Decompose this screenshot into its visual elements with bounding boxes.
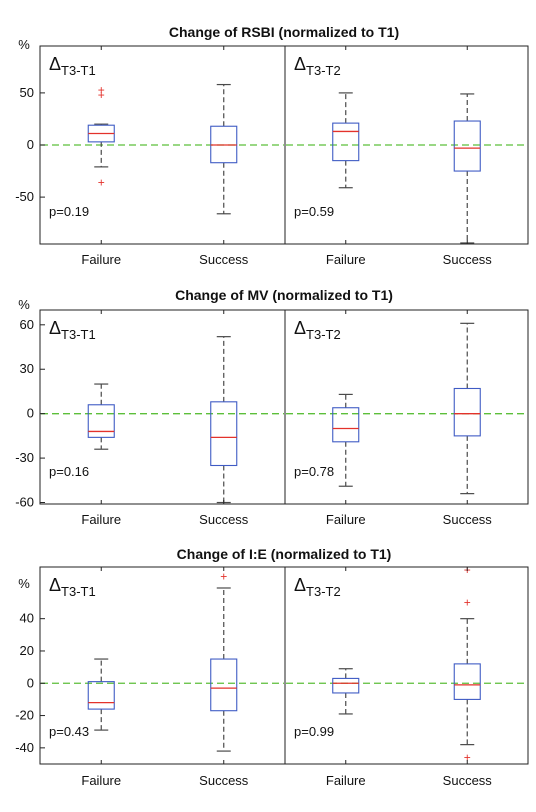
- y-tick-label: 30: [20, 361, 34, 376]
- p-value-label: p=0.59: [294, 204, 334, 219]
- y-tick-label: -60: [15, 495, 34, 510]
- y-tick-label: 0: [27, 406, 34, 421]
- box-iqr: [87, 404, 115, 438]
- panel-delta-label: ΔT3-T2: [294, 575, 341, 599]
- y-tick-label: 0: [27, 675, 34, 690]
- panel-delta-label: ΔT3-T1: [49, 54, 96, 78]
- box-iqr: [210, 401, 238, 467]
- box-iqr: [332, 407, 360, 443]
- y-tick-label: -30: [15, 450, 34, 465]
- panel-delta-label: ΔT3-T1: [49, 318, 96, 342]
- box-iqr: [332, 122, 360, 162]
- box-iqr: [210, 658, 238, 712]
- outlier-marker: +: [464, 751, 471, 765]
- panel-delta-label: ΔT3-T2: [294, 54, 341, 78]
- category-label: Failure: [326, 512, 366, 527]
- p-value-label: p=0.43: [49, 724, 89, 739]
- outlier-marker: +: [98, 88, 105, 102]
- chart-title: Change of MV (normalized to T1): [175, 287, 393, 303]
- plot-frame: [39, 566, 529, 765]
- y-axis-label: %: [18, 576, 30, 591]
- y-tick-label: 60: [20, 317, 34, 332]
- category-label: Success: [199, 773, 249, 788]
- category-label: Success: [199, 252, 249, 267]
- outlier-marker: +: [98, 83, 105, 97]
- y-axis-label: %: [18, 297, 30, 312]
- box-iqr: [332, 677, 360, 694]
- y-axis-label: %: [18, 37, 30, 52]
- panel-delta-label: ΔT3-T2: [294, 318, 341, 342]
- p-value-label: p=0.99: [294, 724, 334, 739]
- box-iqr: [453, 387, 481, 437]
- y-tick-label: 40: [20, 611, 34, 626]
- category-label: Failure: [81, 252, 121, 267]
- y-tick-label: -50: [15, 189, 34, 204]
- category-label: Failure: [326, 773, 366, 788]
- y-tick-label: 0: [27, 137, 34, 152]
- category-label: Success: [443, 252, 493, 267]
- category-label: Success: [443, 512, 493, 527]
- y-tick-label: -20: [15, 708, 34, 723]
- box-iqr: [453, 120, 481, 172]
- category-label: Failure: [326, 252, 366, 267]
- category-label: Success: [199, 512, 249, 527]
- plot-frame: [39, 309, 529, 505]
- p-value-label: p=0.19: [49, 204, 89, 219]
- box-iqr: [87, 681, 115, 710]
- y-tick-label: 20: [20, 643, 34, 658]
- outlier-marker: +: [220, 570, 227, 584]
- y-tick-label: -40: [15, 740, 34, 755]
- p-value-label: p=0.16: [49, 464, 89, 479]
- plot-frame: [39, 45, 529, 245]
- chart-title: Change of RSBI (normalized to T1): [169, 24, 399, 40]
- category-label: Failure: [81, 773, 121, 788]
- y-tick-label: 50: [20, 85, 34, 100]
- outlier-marker: +: [98, 176, 105, 190]
- panel-delta-label: ΔT3-T1: [49, 575, 96, 599]
- category-label: Failure: [81, 512, 121, 527]
- box-iqr: [453, 663, 481, 700]
- outlier-marker: +: [464, 596, 471, 610]
- category-label: Success: [443, 773, 493, 788]
- p-value-label: p=0.78: [294, 464, 334, 479]
- chart-title: Change of I:E (normalized to T1): [177, 546, 392, 562]
